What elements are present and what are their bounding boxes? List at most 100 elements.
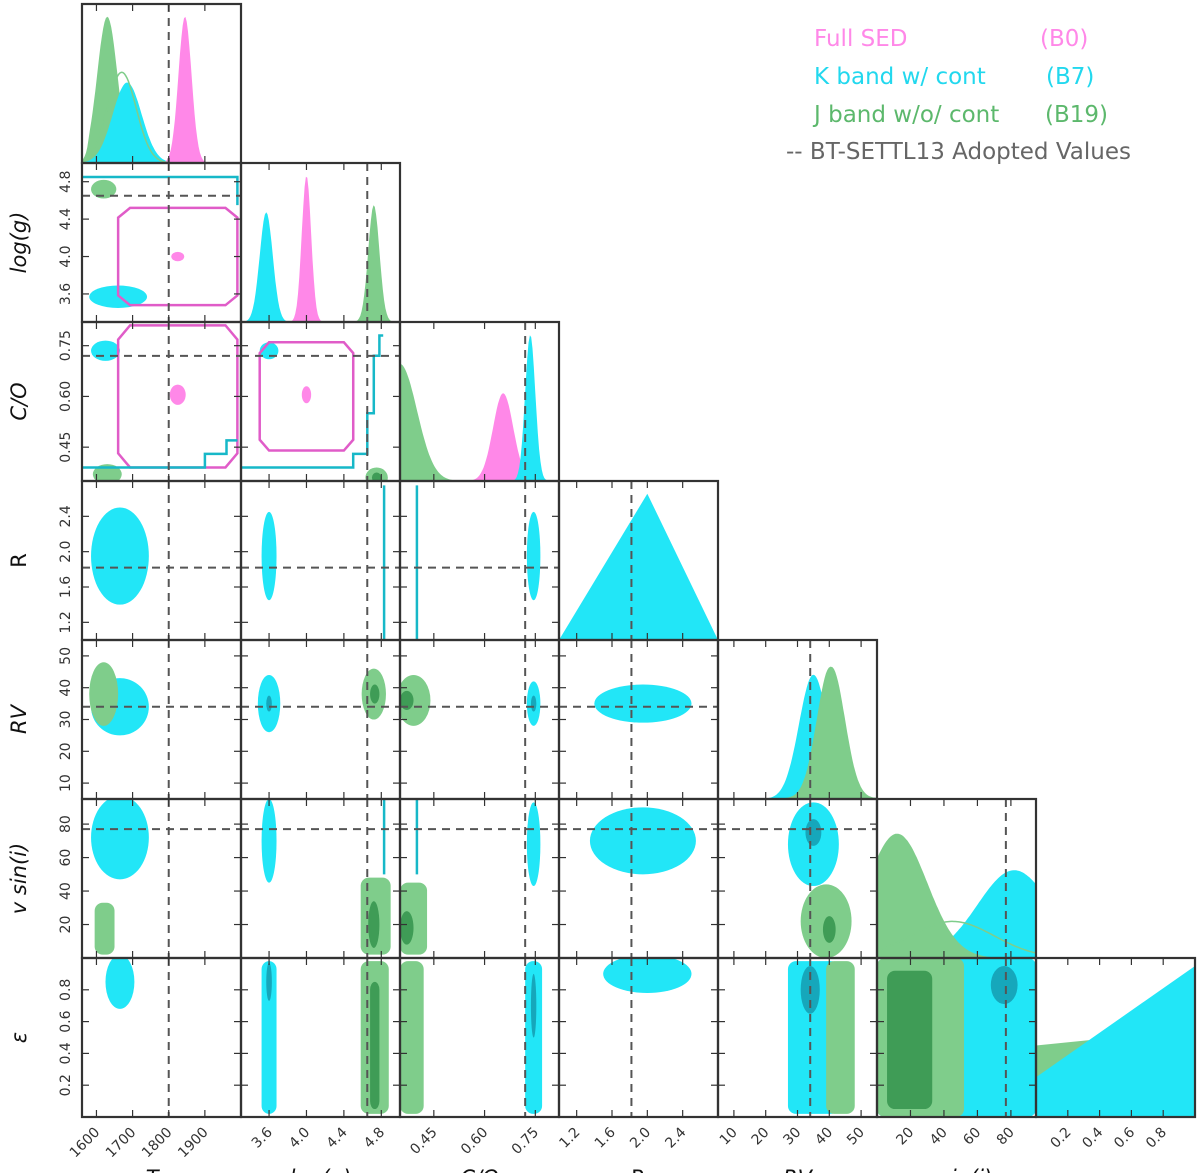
x-tick-label: 1600: [67, 1125, 104, 1162]
contour-region: [603, 958, 692, 993]
marginal-r: [559, 493, 718, 640]
y-tick-label: 4.4: [58, 208, 74, 230]
legend-label-full-sed: Full SED: [814, 26, 907, 52]
contour-teff-vsini: [91, 799, 149, 955]
y-axis-label-r: R: [7, 553, 31, 568]
contour-teff-r: [91, 507, 149, 605]
y-axis-label-co: C/O: [7, 382, 31, 420]
marginal-co: [400, 335, 559, 481]
marginal-fill: [877, 833, 1036, 958]
x-tick-label: 1900: [175, 1125, 212, 1162]
x-tick-label: 10: [717, 1125, 741, 1149]
contour-region: [371, 472, 382, 481]
y-tick-label: 1.6: [58, 576, 74, 598]
contour-rv-eps: [787, 961, 855, 1114]
contour-outline: [82, 439, 238, 469]
contour-outline: [258, 341, 355, 452]
y-tick-label: 40: [58, 679, 74, 697]
contour-region: [822, 916, 836, 943]
contour-r-rv: [594, 684, 692, 723]
y-tick-label: 0.4: [58, 1042, 74, 1064]
contour-region: [400, 911, 414, 945]
x-tick-label: 0.75: [509, 1125, 542, 1158]
marginal-fill: [718, 667, 877, 799]
marginal-teff: [82, 16, 241, 163]
y-tick-label: 0.6: [58, 1010, 74, 1032]
contour-outline: [241, 334, 384, 469]
y-tick-label: 40: [58, 882, 74, 900]
x-axis-label-teff: Teff: [146, 1166, 179, 1173]
marginal-fill: [400, 335, 559, 481]
y-axis-label-logg: log(g): [7, 212, 31, 274]
contour-logg-eps: [261, 961, 389, 1114]
contour-region: [589, 807, 696, 875]
contour-region: [370, 981, 380, 1110]
x-tick-label: 4.0: [286, 1125, 313, 1152]
contour-region: [169, 384, 186, 405]
contour-vsini-eps: [877, 958, 1036, 1117]
x-tick-label: 3.6: [249, 1124, 276, 1151]
y-tick-label: 2.4: [58, 505, 74, 527]
y-axis-label-vsini: v sin(i): [7, 843, 31, 914]
contour-region: [301, 386, 312, 404]
legend-code-full-sed: (B0): [1040, 26, 1088, 52]
contour-region: [400, 674, 431, 726]
y-tick-label: 0.2: [58, 1074, 74, 1096]
y-tick-label: 4.8: [58, 171, 74, 193]
x-tick-label: 40: [927, 1125, 951, 1149]
x-axis-label-eps: ε: [1110, 1166, 1121, 1173]
x-axis-label-rv: RV: [783, 1166, 814, 1173]
x-tick-label: 0.60: [458, 1125, 491, 1158]
x-tick-label: 0.45: [407, 1125, 440, 1158]
contour-region: [94, 902, 115, 955]
y-tick-label: 10: [58, 774, 74, 792]
contour-region: [261, 799, 277, 883]
legend-code-k-band: (B7): [1046, 64, 1094, 90]
y-axis-label-rv: RV: [7, 703, 31, 734]
y-axis-label-eps: ε: [7, 1032, 31, 1043]
y-tick-label: 60: [58, 849, 74, 867]
contour-region: [266, 962, 272, 1001]
contour-co-eps: [400, 961, 543, 1114]
y-tick-label: 4.0: [58, 245, 74, 267]
marginal-fill: [1036, 965, 1195, 1117]
contour-logg-r: [261, 485, 386, 640]
contour-region: [826, 961, 855, 1114]
marginal-fill: [82, 82, 241, 163]
x-tick-label: 60: [960, 1125, 984, 1149]
y-tick-label: 20: [58, 916, 74, 934]
y-tick-label: 3.6: [58, 283, 74, 305]
x-tick-label: 1.6: [592, 1124, 619, 1151]
contour-region: [530, 973, 537, 1038]
contour-outline: [116, 324, 239, 469]
panel-frame-eps-eps: [1034, 956, 1197, 1119]
y-tick-label: 0.75: [58, 330, 74, 361]
contour-r-vsini: [589, 807, 696, 875]
contour-region: [526, 511, 541, 601]
x-tick-label: 0.2: [1048, 1125, 1075, 1152]
contour-region: [89, 662, 119, 726]
x-tick-label: 80: [994, 1125, 1018, 1149]
x-tick-label: 0.6: [1111, 1124, 1138, 1151]
contour-region: [990, 965, 1018, 1005]
contour-region: [370, 684, 380, 704]
x-axis-label-co: C/O: [460, 1166, 498, 1173]
contour-region: [261, 511, 277, 601]
y-tick-label: 0.45: [58, 432, 74, 463]
marginal-rv: [718, 666, 877, 799]
contour-region: [805, 819, 822, 846]
contour-region: [887, 970, 933, 1110]
marginal-fill: [400, 393, 559, 481]
marginal-eps: [1036, 965, 1195, 1117]
contour-co-r: [415, 485, 541, 640]
x-tick-label: 0.4: [1079, 1124, 1106, 1151]
x-tick-label: 4.8: [361, 1125, 388, 1152]
y-tick-label: 1.2: [58, 611, 74, 633]
y-tick-label: 50: [58, 647, 74, 665]
x-tick-label: 1.2: [556, 1125, 583, 1152]
contour-teff-eps: [105, 958, 135, 1009]
contour-region: [594, 684, 692, 723]
contour-outline: [116, 206, 239, 307]
x-tick-label: 4.4: [324, 1124, 351, 1151]
